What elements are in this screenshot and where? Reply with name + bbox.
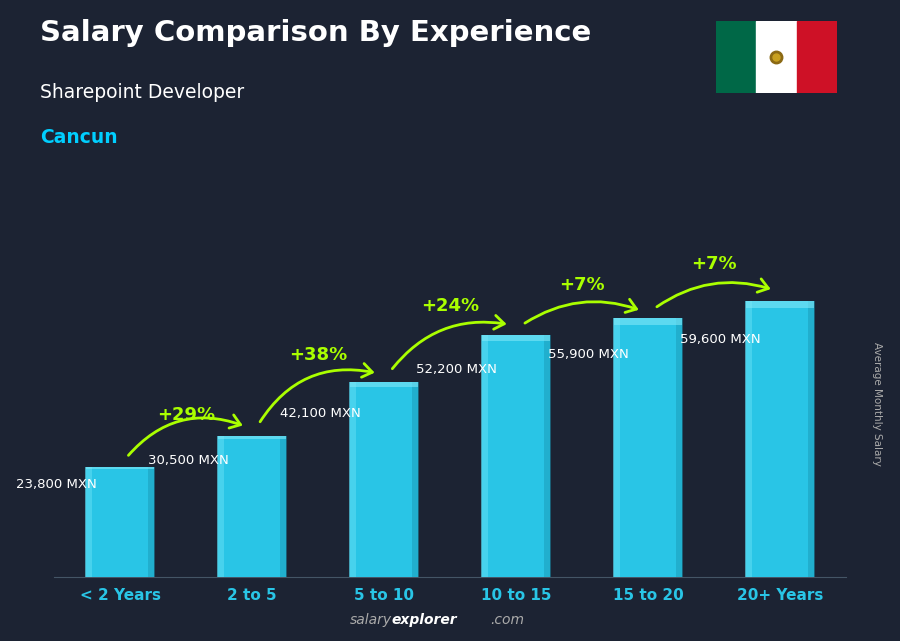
Text: +7%: +7%	[691, 255, 737, 274]
Bar	[746, 301, 814, 577]
Bar	[746, 301, 814, 308]
Bar	[350, 382, 418, 387]
Bar	[482, 335, 550, 577]
Text: Average Monthly Salary: Average Monthly Salary	[872, 342, 883, 466]
Text: 42,100 MXN: 42,100 MXN	[280, 408, 361, 420]
Bar	[544, 335, 551, 577]
FancyArrowPatch shape	[657, 279, 769, 307]
Text: Cancun: Cancun	[40, 128, 118, 147]
Bar	[148, 467, 155, 577]
Bar	[796, 21, 837, 93]
Text: +24%: +24%	[421, 297, 479, 315]
Text: Salary Comparison By Experience: Salary Comparison By Experience	[40, 19, 592, 47]
Bar	[218, 436, 286, 577]
Text: Sharepoint Developer: Sharepoint Developer	[40, 83, 245, 103]
Text: +29%: +29%	[157, 406, 215, 424]
Bar	[85, 467, 92, 577]
Bar	[745, 301, 751, 577]
Text: 55,900 MXN: 55,900 MXN	[548, 348, 629, 362]
Text: 30,500 MXN: 30,500 MXN	[148, 454, 229, 467]
Bar	[86, 467, 154, 577]
Bar	[217, 436, 224, 577]
Bar	[614, 318, 682, 324]
FancyArrowPatch shape	[260, 363, 373, 422]
Text: explorer: explorer	[392, 613, 457, 627]
FancyArrowPatch shape	[392, 315, 504, 369]
Text: .com: .com	[491, 613, 525, 627]
FancyArrowPatch shape	[129, 415, 240, 455]
Bar	[412, 382, 419, 577]
Text: +38%: +38%	[289, 345, 347, 363]
Bar	[481, 335, 488, 577]
Bar	[676, 318, 683, 577]
Text: 23,800 MXN: 23,800 MXN	[16, 478, 97, 491]
Bar	[86, 467, 154, 469]
Bar	[350, 382, 418, 577]
Text: 52,200 MXN: 52,200 MXN	[416, 363, 497, 376]
Bar	[349, 382, 356, 577]
Text: +7%: +7%	[559, 276, 605, 294]
Bar	[613, 318, 620, 577]
Bar	[614, 318, 682, 577]
Text: 59,600 MXN: 59,600 MXN	[680, 333, 760, 346]
Bar	[280, 436, 287, 577]
Bar	[716, 21, 756, 93]
Bar	[808, 301, 815, 577]
Text: salary: salary	[349, 613, 392, 627]
Bar	[756, 21, 796, 93]
FancyArrowPatch shape	[525, 299, 636, 323]
Bar	[218, 436, 286, 439]
Bar	[482, 335, 550, 341]
